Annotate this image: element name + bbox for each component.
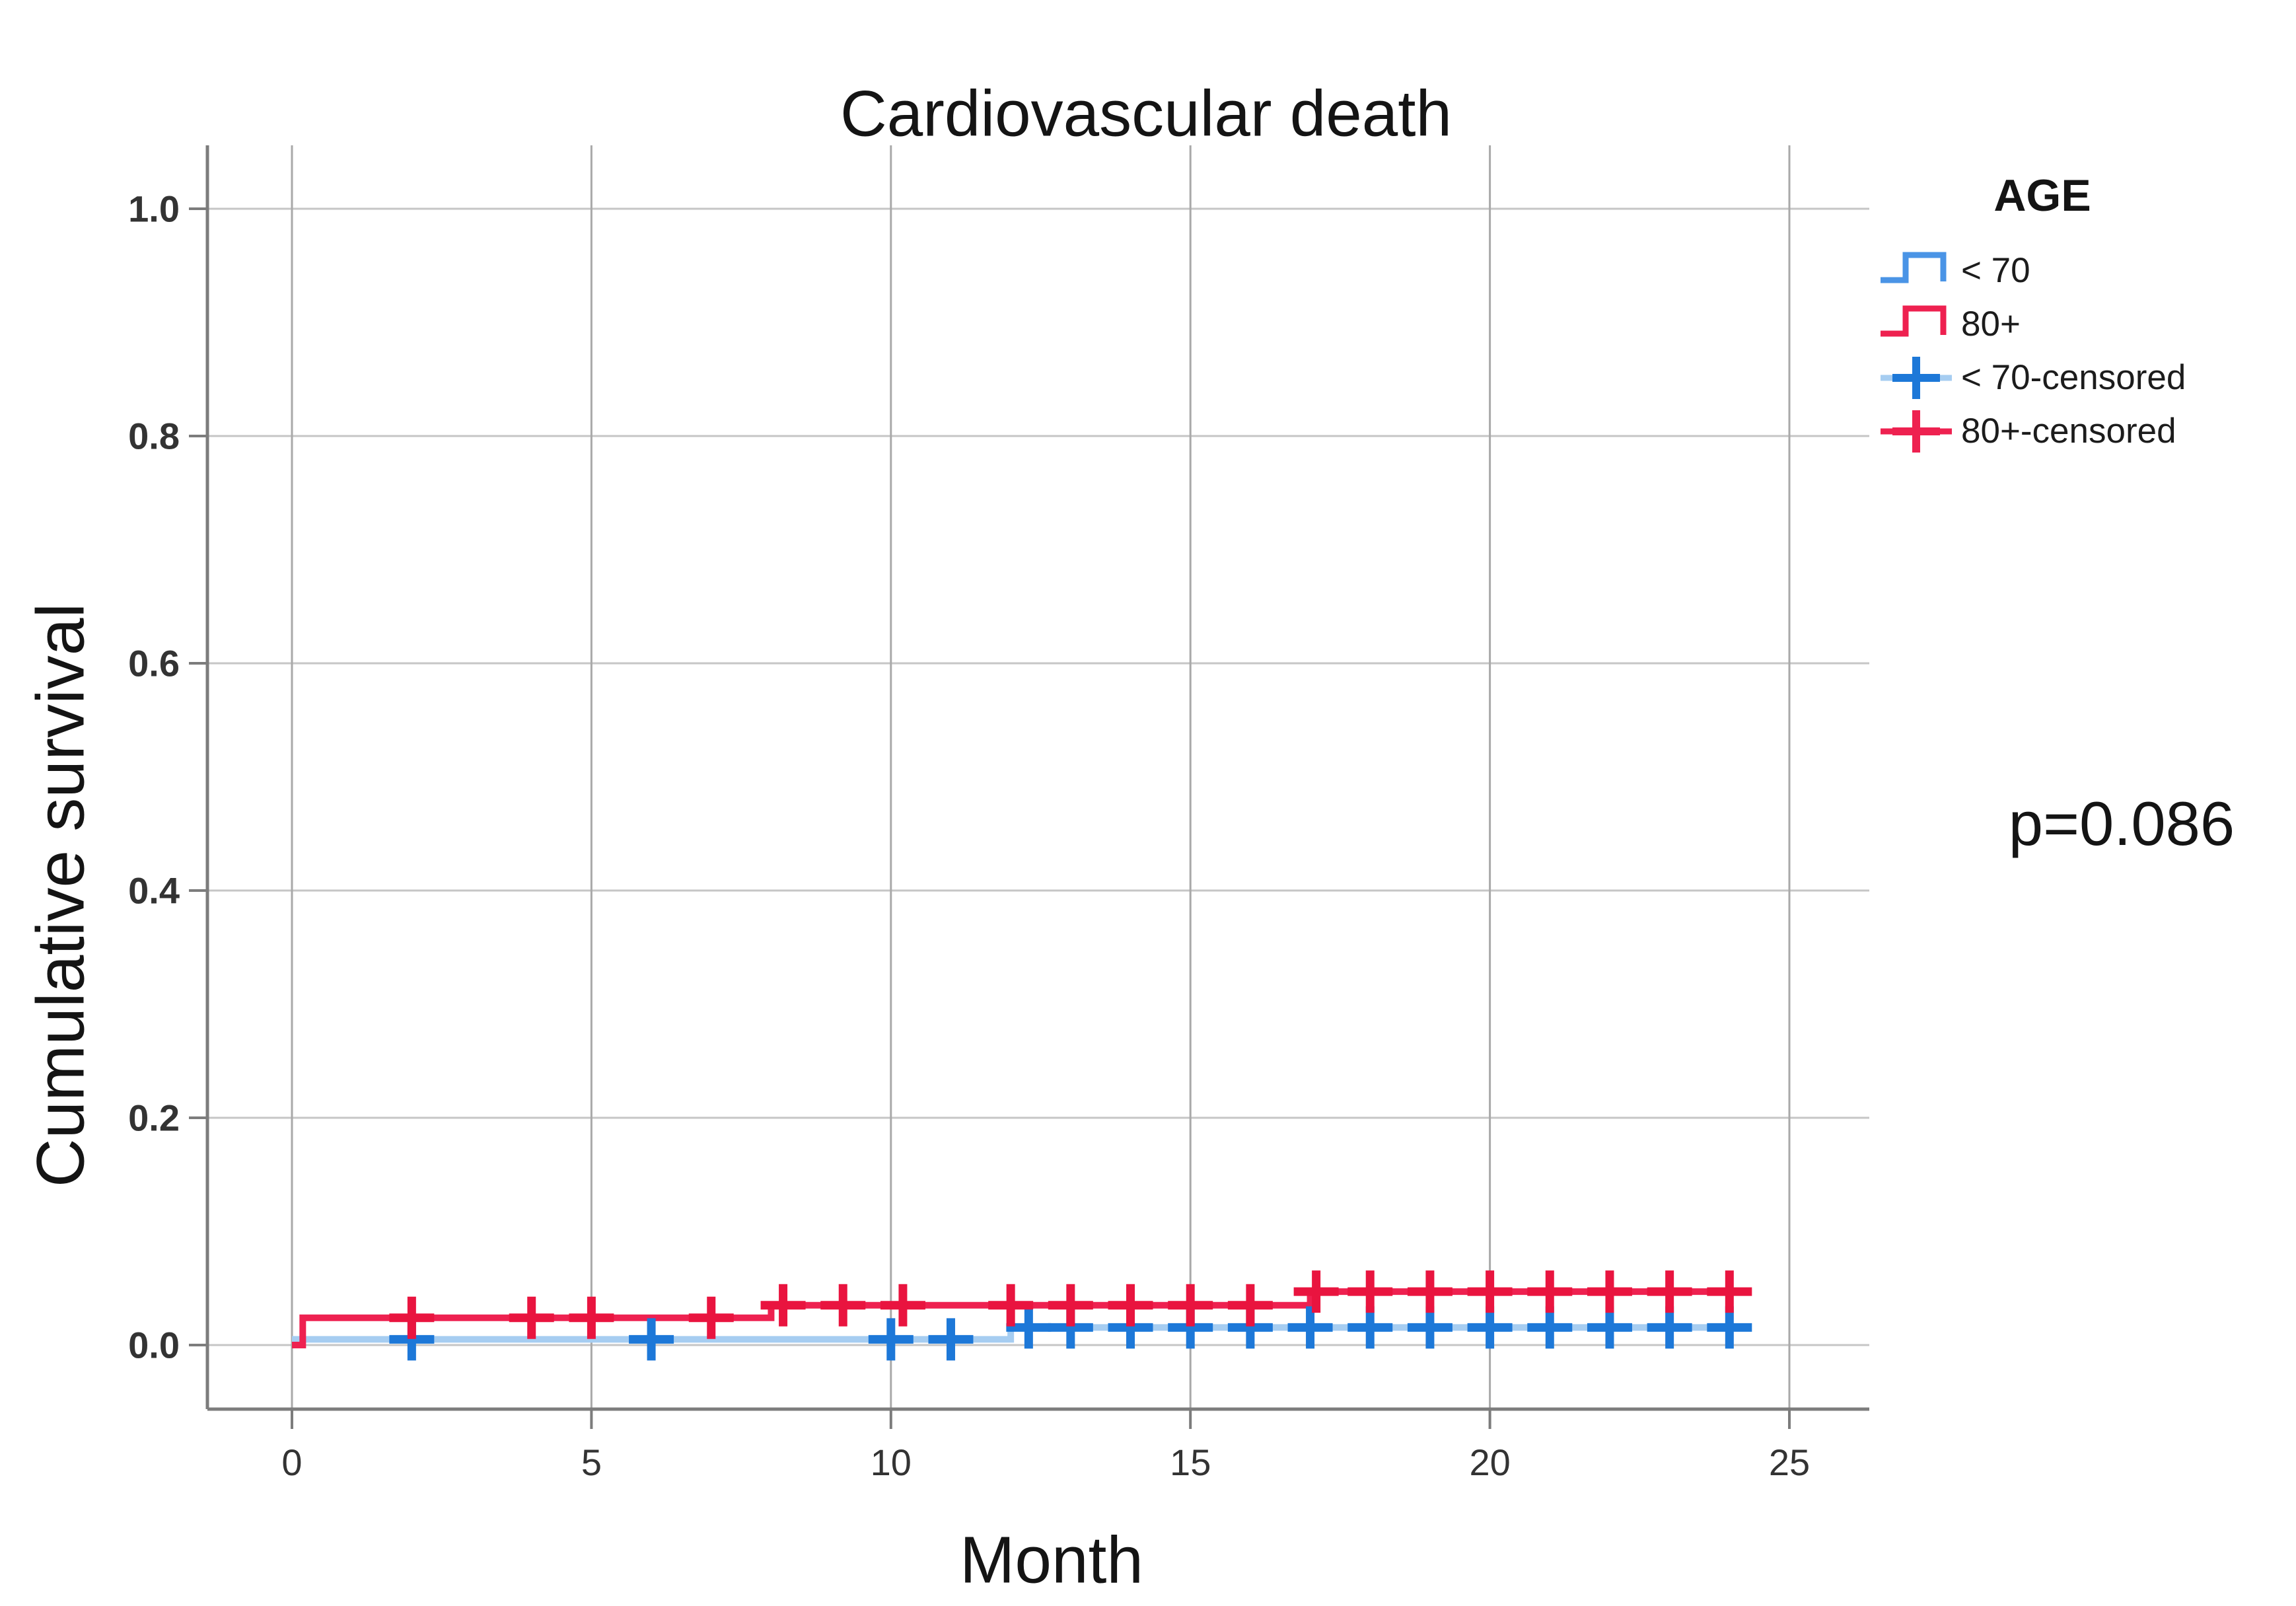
legend-item: 80+-censored (1879, 404, 2186, 458)
y-axis-title: Cumulative survival (22, 602, 98, 1188)
x-tick-label: 15 (1170, 1442, 1211, 1483)
x-tick-label: 5 (581, 1442, 602, 1483)
y-tick-label: 0.8 (128, 416, 180, 457)
x-tick-label: 20 (1469, 1442, 1510, 1483)
y-tick-label: 0.6 (128, 643, 180, 684)
y-tick-label: 1.0 (128, 188, 180, 230)
legend-step-line-icon (1881, 252, 1947, 283)
x-tick-label: 10 (871, 1442, 912, 1483)
legend-item: < 70-censored (1879, 351, 2186, 404)
legend-item: 80+ (1879, 297, 2186, 351)
legend-item-label: < 70 (1961, 251, 2030, 290)
legend-title: AGE (1993, 170, 2091, 221)
y-tick-label: 0.4 (128, 870, 180, 912)
y-tick-label: 0.0 (128, 1325, 180, 1366)
legend-item-label: < 70-censored (1961, 358, 2186, 397)
y-tick-label: 0.2 (128, 1097, 180, 1139)
x-axis-title: Month (960, 1523, 1143, 1597)
legend-item: < 70 (1879, 244, 2186, 297)
p-value-annotation: p=0.086 (2008, 789, 2235, 858)
legend-item-label: 80+ (1961, 305, 2021, 344)
legend: < 70 80+ < 70-censored 80+-censored (1879, 244, 2186, 458)
legend-step-line-icon (1881, 305, 1947, 336)
x-tick-label: 25 (1769, 1442, 1810, 1483)
legend-censored-plus-icon (1881, 356, 1952, 399)
chart-title: Cardiovascular death (840, 77, 1453, 150)
x-tick-label: 0 (281, 1442, 302, 1483)
legend-censored-plus-icon (1881, 410, 1952, 453)
legend-item-label: 80+-censored (1961, 412, 2176, 451)
